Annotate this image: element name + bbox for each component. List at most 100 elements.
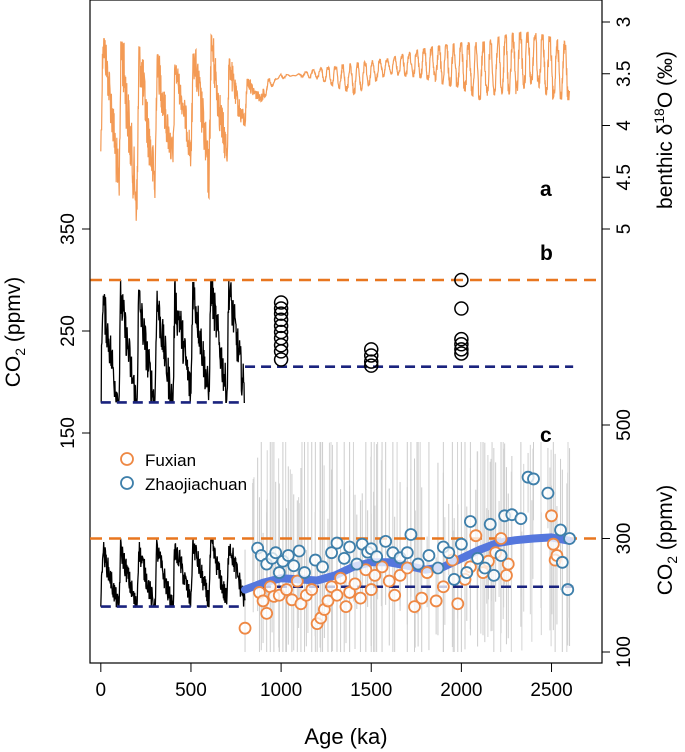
y-tick-label-a-0: 3: [614, 17, 635, 28]
ice-bubble-point-1: [273, 301, 289, 316]
y-right-top-sup: 18: [651, 108, 667, 124]
axes: 0 500 1000 1500 2000 2500 3 3.5 4 4.5 5 150 250 350 10…: [58, 17, 635, 701]
zhaojiachuan-point-15: [337, 551, 351, 565]
fuxian-point-34: [420, 566, 434, 579]
zhaojiachuan-point-38: [483, 517, 497, 531]
fuxian-point-30: [393, 568, 407, 582]
panel-label-c: c: [540, 424, 552, 447]
ice-bubble-point-17: [454, 337, 469, 352]
zhaojiachuan-point-22: [379, 534, 393, 548]
legend-marker-fuxian: [120, 452, 134, 466]
fuxian-point-7: [280, 583, 293, 596]
ice-bubble-point-13: [363, 358, 379, 373]
ice-bubble-point-10: [363, 342, 379, 357]
y-right-bottom-main: CO: [654, 564, 677, 596]
fuxian-point-47: [501, 557, 515, 571]
zhaojiachuan-point-29: [431, 561, 445, 575]
legend: Fuxian Zhaojiachuan: [120, 451, 247, 494]
y-tick-label-a-1: 3.5: [614, 61, 635, 87]
zhaojiachuan-point-48: [555, 555, 569, 569]
legend-label-fuxian: Fuxian: [145, 451, 196, 470]
fuxian-point-31: [400, 561, 414, 575]
benthic-d18o-line: [100, 31, 571, 221]
fuxian-point-35: [429, 594, 443, 608]
zhaojiachuan-point-47: [554, 523, 567, 537]
y-tick-label-c-0: 100: [614, 636, 635, 668]
x-tick-label-3: 1500: [350, 680, 392, 701]
fuxian-point-19: [334, 571, 347, 585]
y-left-sub: 2: [12, 348, 28, 356]
zhaojiachuan-point-12: [316, 560, 329, 574]
fuxian-point-28: [382, 574, 396, 588]
x-tick-label-0: 0: [96, 680, 107, 701]
ice-core-line-c: [100, 537, 246, 609]
ice-bubble-point-15: [454, 301, 469, 316]
fuxian-point-27: [375, 560, 389, 574]
zhaojiachuan-point-32: [447, 572, 461, 586]
ice-bubble-point-8: [273, 344, 289, 359]
fuxian-point-12: [305, 583, 319, 596]
y-tick-label-c-1: 300: [614, 523, 635, 555]
zhaojiachuan-point-35: [463, 515, 477, 528]
fuxian-point-16: [321, 594, 335, 608]
fuxian-point-33: [415, 591, 429, 605]
zhaojiachuan-point-9: [292, 544, 306, 558]
y-tick-label-b-1: 250: [58, 315, 79, 347]
ice-bubble-point-12: [363, 354, 379, 369]
ice-bubble-point-0: [273, 295, 289, 310]
y-left-main: CO: [2, 356, 25, 388]
fuxian-point-0: [238, 621, 252, 635]
zhaojiachuan-point-33: [454, 537, 468, 551]
fuxian-point-41: [469, 529, 483, 543]
fuxian-point-36: [436, 580, 450, 594]
ice-bubble-point-2: [273, 306, 289, 321]
legend-label-zhaojiachuan: Zhaojiachuan: [145, 475, 247, 494]
ice-core-line-b: [100, 279, 245, 404]
y-tick-label-a-3: 4.5: [614, 164, 635, 190]
fuxian-point-18: [330, 588, 344, 602]
ice-bubble-point-18: [454, 342, 469, 357]
x-axis-title: Age (ka): [304, 724, 387, 749]
fuxian-point-2: [256, 594, 270, 608]
y-tick-label-c-2: 500: [614, 409, 635, 441]
fuxian-point-24: [359, 563, 373, 577]
zhaojiachuan-point-16: [343, 540, 357, 554]
zhaojiachuan-point-45: [527, 472, 540, 486]
zhaojiachuan-point-46: [541, 486, 555, 500]
fuxian-point-48: [545, 509, 558, 523]
zhaojiachuan-point-10: [298, 566, 311, 579]
ice-bubble-point-4: [273, 318, 289, 334]
ice-bubble-point-19: [454, 346, 469, 361]
d18o-series-line: [100, 31, 571, 221]
fuxian-point-29: [388, 588, 402, 602]
fuxian-point-32: [408, 600, 421, 613]
ice-bubble-point-7: [273, 338, 289, 353]
y-right-top-prefix: benthic δ: [654, 124, 677, 209]
fuxian-point-25: [364, 583, 378, 596]
y-tick-label-a-4: 5: [614, 224, 635, 235]
panel-label-b: b: [540, 242, 553, 265]
zhaojiachuan-point-49: [561, 583, 575, 596]
fuxian-point-38: [451, 597, 465, 611]
zhaojiachuan-point-39: [487, 568, 501, 582]
zhaojiachuan-point-34: [460, 566, 474, 579]
fuxian-point-45: [494, 532, 508, 545]
ice-bubble-point-3: [273, 312, 289, 328]
zhaojiachuan-point-5: [272, 566, 286, 579]
y-axis-title-left: CO2 (ppmv): [2, 277, 28, 387]
zhaojiachuan-point-17: [350, 557, 364, 571]
x-tick-label-4: 2000: [440, 680, 482, 701]
zhaojiachuan-point-36: [471, 551, 485, 565]
zhaojiachuan-point-43: [514, 512, 528, 526]
zhaojiachuan-point-50: [563, 532, 576, 545]
fuxian-point-3: [260, 607, 274, 620]
x-tick-label-2: 1000: [260, 680, 302, 701]
y-tick-label-a-2: 4: [614, 120, 635, 131]
zhaojiachuan-point-31: [442, 546, 456, 560]
fuxian-point-49: [546, 537, 560, 551]
zhaojiachuan-point-28: [422, 549, 436, 562]
y-right-bottom-sub: 2: [664, 556, 680, 564]
zhaojiachuan-point-8: [287, 559, 301, 573]
y-axis-title-right-top: benthic δ18O (‰): [651, 51, 677, 209]
